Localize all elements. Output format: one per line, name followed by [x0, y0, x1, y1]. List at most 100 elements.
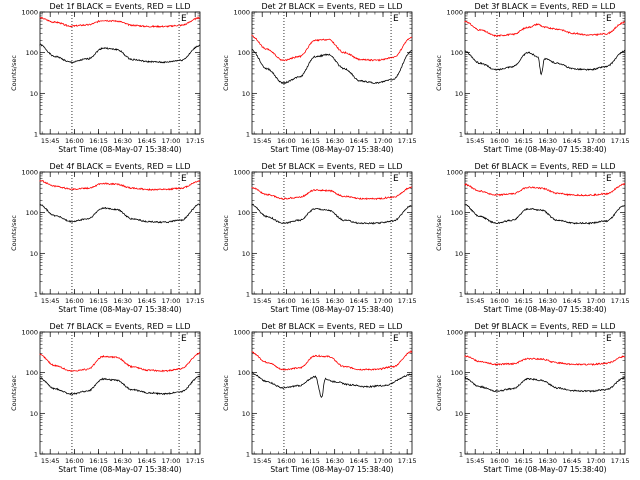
series-line-lld: [251, 350, 413, 371]
plot-frame: [464, 331, 626, 455]
x-tick-label: 16:00: [277, 297, 296, 305]
series-line-lld: [39, 180, 201, 192]
y-tick-label: 1000: [21, 329, 38, 337]
x-tick-label: 16:30: [325, 137, 344, 145]
plot-frame: [464, 11, 626, 135]
panel-2: Det 2f BLACK = Events, RED = LLD 1 10 100 10…: [222, 2, 417, 154]
time-marker-label: E: [181, 334, 187, 344]
y-axis-label: Counts/sec: [10, 375, 18, 411]
y-tick-label: 100: [238, 209, 250, 217]
x-tick-label: 16:45: [349, 457, 368, 465]
series-line-lld: [251, 34, 412, 62]
y-tick-label: 100: [238, 49, 250, 57]
x-tick-label: 16:00: [65, 457, 84, 465]
x-tick-label: 17:00: [374, 457, 393, 465]
y-tick-label: 100: [238, 369, 250, 377]
x-tick-label: 16:45: [562, 297, 581, 305]
y-tick-label: 10: [30, 250, 38, 258]
x-tick-label: 16:30: [113, 137, 132, 145]
y-axis-label: Counts/sec: [435, 55, 443, 91]
x-tick-label: 16:00: [277, 457, 296, 465]
x-tick-label: 17:15: [611, 457, 630, 465]
series-line-lld: [39, 16, 201, 28]
x-tick-label: 16:00: [65, 297, 84, 305]
x-tick-label: 16:45: [137, 297, 156, 305]
x-tick-label: 17:00: [587, 297, 606, 305]
x-tick-label: 17:15: [186, 457, 205, 465]
panel-title: Det 8f BLACK = Events, RED = LLD: [261, 322, 402, 331]
x-tick-label: 16:15: [514, 137, 533, 145]
time-marker-label: E: [393, 174, 399, 184]
series-line-events: [464, 376, 626, 393]
x-tick-label: 16:15: [301, 137, 320, 145]
x-tick-label: 16:30: [538, 137, 557, 145]
x-tick-label: 15:45: [253, 297, 272, 305]
plot-frame: [39, 171, 201, 295]
y-tick-label: 1000: [446, 169, 463, 177]
x-tick-label: 16:15: [301, 457, 320, 465]
x-tick-label: 15:45: [466, 457, 485, 465]
y-tick-label: 10: [242, 250, 250, 258]
series-line-events: [39, 375, 201, 396]
x-tick-label: 16:30: [113, 297, 132, 305]
x-tick-label: 16:15: [89, 137, 108, 145]
y-tick-label: 100: [451, 209, 463, 217]
y-tick-label: 100: [26, 49, 38, 57]
x-tick-label: 17:00: [587, 137, 606, 145]
x-tick-label: 15:45: [253, 137, 272, 145]
plot-frame: [39, 11, 201, 135]
x-tick-label: 15:45: [466, 297, 485, 305]
y-tick-label: 10: [242, 410, 250, 418]
time-marker-label: E: [606, 174, 612, 184]
y-tick-label: 1: [34, 291, 38, 299]
x-tick-label: 17:15: [398, 297, 417, 305]
panel-4: Det 4f BLACK = Events, RED = LLD 1 10 100 10…: [10, 162, 205, 314]
y-axis-label: Counts/sec: [222, 55, 230, 91]
y-tick-label: 1000: [233, 9, 250, 17]
series-line-events: [464, 49, 626, 76]
y-tick-label: 10: [30, 90, 38, 98]
y-tick-label: 1000: [233, 169, 250, 177]
x-tick-label: 17:15: [611, 137, 630, 145]
series-line-events: [251, 371, 413, 399]
x-tick-label: 16:00: [65, 137, 84, 145]
y-tick-label: 1: [246, 451, 250, 459]
panel-3: Det 3f BLACK = Events, RED = LLD 1 10 100 10…: [435, 2, 630, 154]
panel-title: Det 7f BLACK = Events, RED = LLD: [49, 322, 190, 331]
plot-frame: [251, 11, 413, 135]
x-tick-label: 16:45: [562, 137, 581, 145]
x-tick-label: 17:00: [374, 137, 393, 145]
series-line-lld: [251, 186, 413, 201]
x-tick-label: 15:45: [41, 297, 60, 305]
x-tick-label: 16:00: [490, 137, 509, 145]
x-tick-label: 17:00: [374, 297, 393, 305]
x-tick-label: 17:15: [186, 297, 205, 305]
panel-8: Det 8f BLACK = Events, RED = LLD 1 10 100 10…: [222, 322, 417, 474]
plot-frame: [251, 171, 413, 295]
series-line-lld: [464, 183, 626, 197]
y-axis-label: Counts/sec: [10, 215, 18, 251]
y-tick-label: 1: [459, 451, 463, 459]
time-marker-label: E: [181, 14, 187, 24]
y-axis-label: Counts/sec: [222, 215, 230, 251]
y-tick-label: 100: [451, 369, 463, 377]
y-tick-label: 1: [34, 131, 38, 139]
x-tick-label: 15:45: [253, 457, 272, 465]
y-axis-label: Counts/sec: [10, 55, 18, 91]
y-tick-label: 10: [242, 90, 250, 98]
x-tick-label: 17:00: [162, 297, 181, 305]
y-tick-label: 1000: [21, 169, 38, 177]
x-axis-label: Start Time (08-May-07 15:38:40): [270, 465, 393, 474]
x-tick-label: 16:00: [277, 137, 296, 145]
x-axis-label: Start Time (08-May-07 15:38:40): [270, 305, 393, 314]
x-tick-label: 17:00: [162, 457, 181, 465]
y-tick-label: 100: [451, 49, 463, 57]
panel-1: Det 1f BLACK = Events, RED = LLD 1 10 100 10…: [10, 2, 205, 154]
y-tick-label: 10: [455, 410, 463, 418]
x-axis-label: Start Time (08-May-07 15:38:40): [270, 145, 393, 154]
y-axis-label: Counts/sec: [435, 215, 443, 251]
y-tick-label: 1000: [233, 329, 250, 337]
x-tick-label: 16:30: [113, 457, 132, 465]
x-tick-label: 15:45: [41, 137, 60, 145]
panel-title: Det 5f BLACK = Events, RED = LLD: [261, 162, 402, 171]
